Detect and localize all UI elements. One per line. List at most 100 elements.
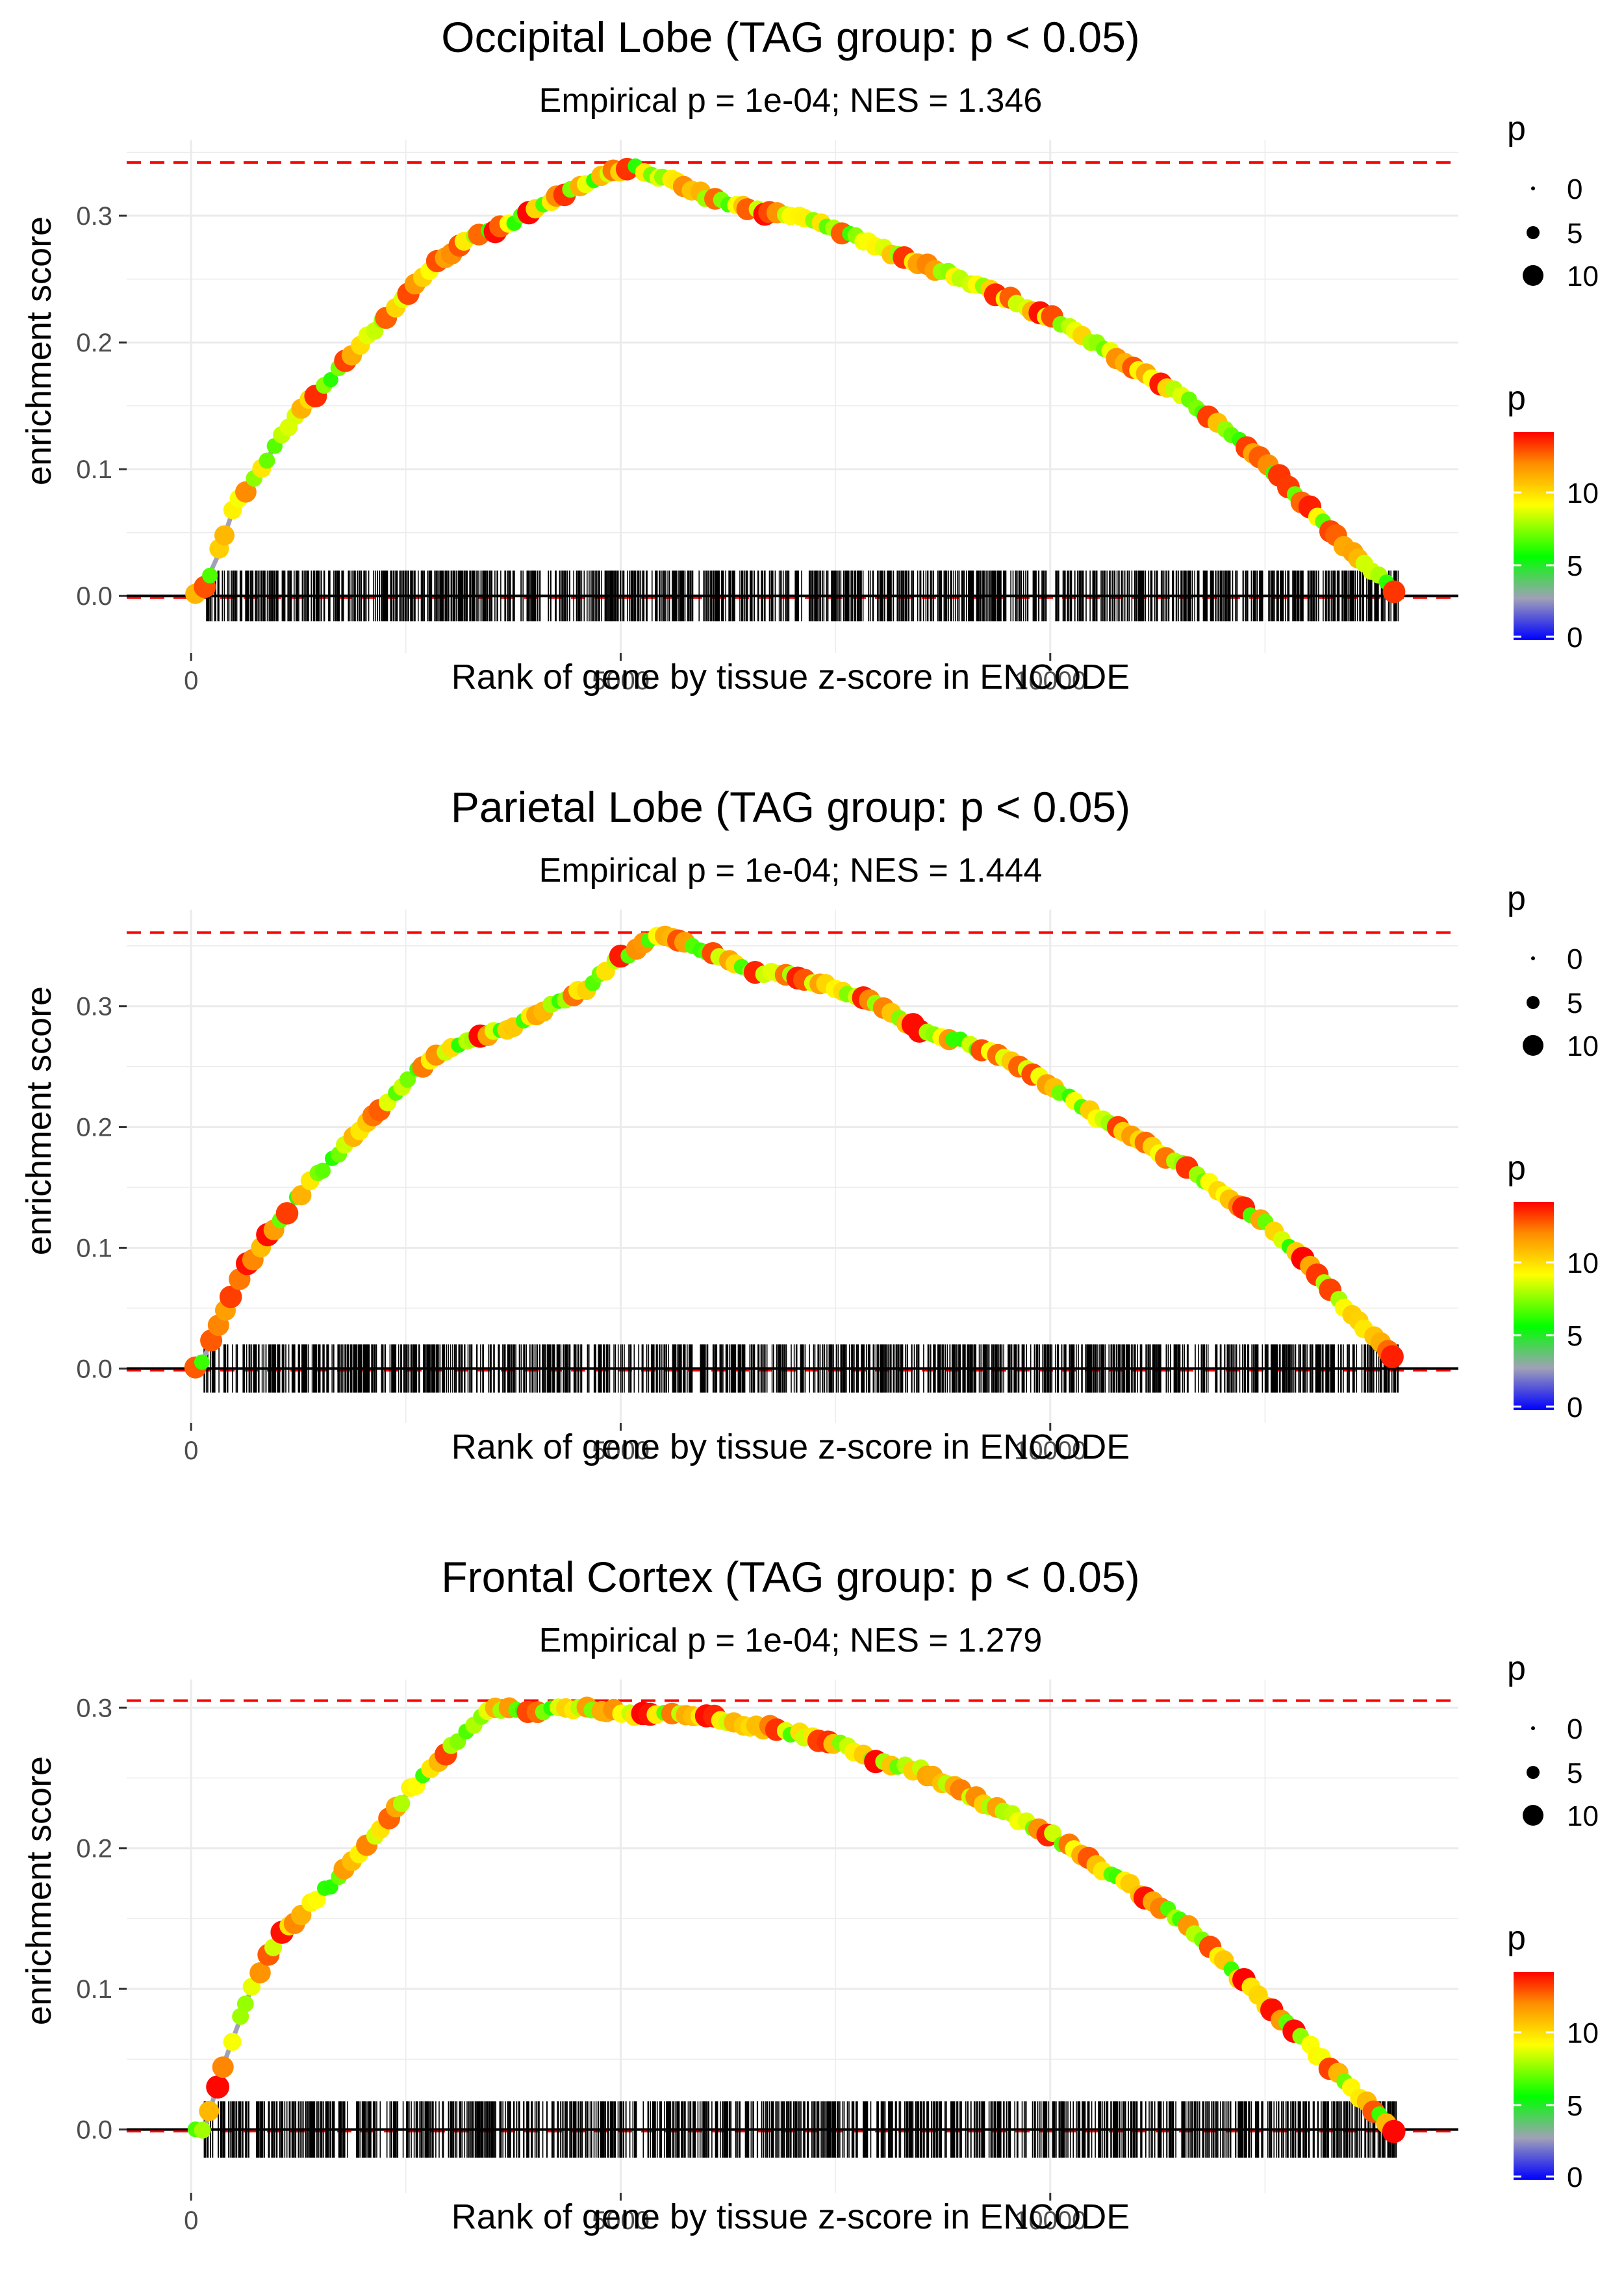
color-legend-label-10: 10	[1567, 1247, 1599, 1279]
plot-area: 0 5000 10000 0.0 0.1 0.2 0.3	[76, 1680, 1458, 2235]
chart-subtitle: Empirical p = 1e-04; NES = 1.346	[539, 82, 1043, 120]
color-legend-title: p	[1507, 1149, 1526, 1187]
x-axis-label: Rank of gene by tissue z-score in ENCODE	[451, 1427, 1130, 1466]
size-legend: p 0 5 10	[1507, 110, 1599, 292]
color-legend: p 10 5 0	[1507, 1149, 1599, 1424]
y-tick-label: 0.0	[76, 582, 112, 611]
size-legend-dot-5	[1527, 996, 1540, 1009]
enrichment-point	[307, 1890, 326, 1910]
color-legend-bar	[1514, 1972, 1554, 2180]
color-legend-title: p	[1507, 379, 1526, 417]
enrichment-point	[236, 1995, 254, 2013]
size-legend-label-0: 0	[1567, 943, 1582, 975]
x-tick-label: 10000	[1014, 1437, 1086, 1465]
size-legend-label-0: 0	[1567, 1713, 1582, 1745]
plot-area: 0 5000 10000 0.0 0.1 0.2 0.3	[76, 140, 1458, 695]
gene-rug	[203, 2101, 1397, 2158]
x-tick-label: 0	[184, 667, 198, 695]
size-legend-label-5: 5	[1567, 988, 1582, 1019]
size-legend-label-5: 5	[1567, 1757, 1582, 1789]
enrichment-point	[214, 525, 235, 546]
color-legend-label-0: 0	[1567, 1392, 1582, 1424]
x-tick-label: 5000	[592, 1437, 650, 1465]
y-tick-label: 0.2	[76, 1835, 112, 1863]
enrichment-point	[199, 2101, 220, 2121]
es-curve-line	[191, 165, 1396, 598]
y-tick-label: 0.2	[76, 1114, 112, 1142]
plot-area: 0 5000 10000 0.0 0.1 0.2 0.3	[76, 910, 1458, 1465]
color-legend-bar	[1514, 432, 1554, 640]
size-legend-title: p	[1507, 1650, 1526, 1687]
color-legend-label-10: 10	[1567, 478, 1599, 509]
enrichment-point	[219, 1285, 242, 1309]
enrichment-point	[323, 372, 338, 388]
zero-line	[127, 2128, 1458, 2133]
chart-title: Parietal Lobe (TAG group: p < 0.05)	[451, 783, 1130, 831]
y-tick-label: 0.2	[76, 329, 112, 357]
size-legend-title: p	[1507, 110, 1526, 147]
enrichment-curve	[191, 165, 1396, 598]
color-legend-label-0: 0	[1567, 2162, 1582, 2193]
x-tick-label: 5000	[592, 667, 650, 695]
axis-ticks: 0 5000 10000 0.0 0.1 0.2 0.3	[76, 993, 1086, 1465]
y-tick-label: 0.1	[76, 1234, 112, 1262]
enrichment-point	[194, 2121, 211, 2139]
panel-parietal-lobe: Parietal Lobe (TAG group: p < 0.05) Empi…	[19, 783, 1599, 1466]
y-tick-label: 0.3	[76, 1694, 112, 1722]
y-tick-label: 0.1	[76, 1975, 112, 2004]
axis-ticks: 0 5000 10000 0.0 0.1 0.2 0.3	[76, 1694, 1086, 2235]
x-axis-label: Rank of gene by tissue z-score in ENCODE	[451, 658, 1130, 696]
size-legend-dot-0	[1531, 1726, 1535, 1730]
color-legend-label-5: 5	[1567, 550, 1582, 582]
es-curve-line	[191, 931, 1396, 1371]
enrichment-point	[275, 1202, 299, 1225]
x-tick-label: 10000	[1014, 2206, 1086, 2235]
x-tick-label: 0	[184, 1437, 198, 1465]
enrichment-point	[206, 2075, 229, 2099]
y-axis-label: enrichment score	[19, 1756, 58, 2025]
enrichment-point	[235, 481, 257, 503]
y-tick-label: 0.3	[76, 202, 112, 231]
enrichment-point	[1382, 580, 1406, 604]
size-legend-dot-10	[1523, 265, 1543, 286]
zero-line	[127, 594, 1458, 599]
color-legend-label-0: 0	[1567, 622, 1582, 654]
x-tick-label: 0	[184, 2206, 198, 2235]
color-legend: p 10 5 0	[1507, 1919, 1599, 2193]
enrichment-point	[223, 2032, 242, 2051]
x-tick-label: 10000	[1014, 667, 1086, 695]
size-legend-label-10: 10	[1567, 261, 1599, 292]
color-legend: p 10 5 0	[1507, 379, 1599, 654]
size-legend-dot-0	[1531, 186, 1535, 190]
chart-subtitle: Empirical p = 1e-04; NES = 1.279	[539, 1622, 1043, 1659]
chart-title: Frontal Cortex (TAG group: p < 0.05)	[441, 1553, 1139, 1601]
size-legend: p 0 5 10	[1507, 880, 1599, 1062]
enrichment-point	[249, 1962, 271, 1984]
enrichment-point	[202, 567, 218, 583]
enrichment-point	[194, 1354, 210, 1370]
y-tick-label: 0.3	[76, 993, 112, 1021]
size-legend-dot-10	[1523, 1805, 1543, 1826]
color-legend-title: p	[1507, 1919, 1526, 1957]
y-axis-label: enrichment score	[19, 986, 58, 1255]
x-axis-label: Rank of gene by tissue z-score in ENCODE	[451, 2197, 1130, 2236]
enrichment-points	[185, 157, 1406, 604]
chart-title: Occipital Lobe (TAG group: p < 0.05)	[441, 13, 1140, 61]
panel-occipital-lobe: Occipital Lobe (TAG group: p < 0.05) Emp…	[19, 13, 1599, 696]
size-legend-title: p	[1507, 880, 1526, 917]
size-legend-dot-5	[1527, 1766, 1540, 1779]
rug-marks	[206, 570, 1399, 622]
y-axis-label: enrichment score	[19, 216, 58, 485]
enrichment-point	[1382, 2119, 1406, 2143]
enrichment-curve	[191, 931, 1396, 1371]
size-legend: p 0 5 10	[1507, 1650, 1599, 1832]
enrichment-point	[1380, 1345, 1404, 1368]
enrichment-points	[187, 1696, 1406, 2143]
color-legend-label-10: 10	[1567, 2017, 1599, 2049]
color-legend-bar	[1514, 1202, 1554, 1410]
gene-rug	[206, 570, 1399, 622]
size-legend-label-5: 5	[1567, 218, 1582, 249]
y-tick-label: 0.1	[76, 455, 112, 484]
y-tick-label: 0.0	[76, 1355, 112, 1383]
